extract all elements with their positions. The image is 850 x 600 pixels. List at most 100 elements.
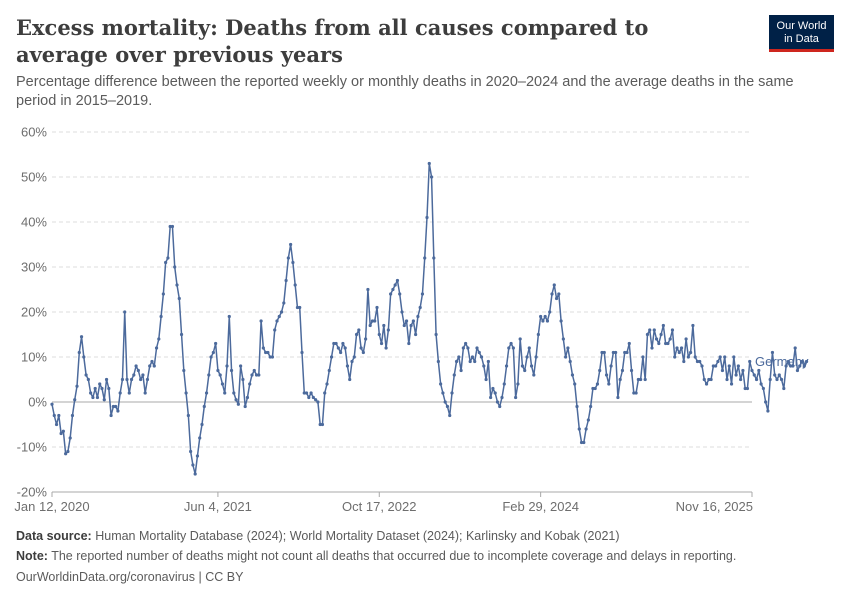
data-point xyxy=(534,355,538,359)
data-point xyxy=(793,346,797,350)
data-point xyxy=(761,386,765,391)
data-point xyxy=(375,305,379,310)
data-point xyxy=(359,346,363,350)
data-point xyxy=(425,215,429,220)
data-point xyxy=(759,382,763,386)
data-point xyxy=(507,346,511,350)
data-point xyxy=(509,341,513,346)
data-point xyxy=(652,328,656,332)
data-point xyxy=(629,368,634,373)
data-point xyxy=(673,355,677,359)
data-point xyxy=(373,319,377,323)
data-point xyxy=(693,355,697,359)
data-point xyxy=(154,346,159,350)
data-point xyxy=(520,364,525,368)
data-point xyxy=(609,364,613,368)
data-point xyxy=(725,377,729,382)
data-point xyxy=(139,377,143,382)
data-point xyxy=(491,386,495,391)
data-point xyxy=(795,368,800,373)
data-point xyxy=(204,391,209,395)
data-point xyxy=(798,364,802,368)
data-point xyxy=(679,346,684,350)
x-tick-label: Oct 17, 2022 xyxy=(342,499,416,514)
logo-line-1: Our World xyxy=(776,20,827,32)
data-point xyxy=(52,413,56,418)
data-point xyxy=(589,404,593,409)
data-point xyxy=(800,359,804,364)
data-point xyxy=(423,256,427,260)
data-point xyxy=(411,319,415,323)
data-point xyxy=(116,409,120,413)
data-point xyxy=(566,346,570,350)
data-point xyxy=(643,377,647,382)
data-point xyxy=(611,350,615,355)
data-point xyxy=(177,296,181,301)
data-point xyxy=(641,355,645,359)
data-point xyxy=(625,350,629,355)
data-point xyxy=(466,346,470,350)
data-point xyxy=(429,175,434,179)
data-point xyxy=(400,310,404,314)
data-point xyxy=(77,350,81,355)
data-point xyxy=(286,256,290,260)
data-point xyxy=(368,323,372,328)
data-point xyxy=(495,400,500,404)
owid-logo[interactable]: Our World in Data xyxy=(769,15,834,52)
data-point xyxy=(234,398,238,402)
data-point xyxy=(686,355,690,359)
data-point xyxy=(450,391,454,395)
data-point xyxy=(723,355,727,359)
data-point xyxy=(482,364,486,368)
data-point xyxy=(179,332,184,337)
data-point xyxy=(532,373,536,377)
data-point xyxy=(616,395,620,400)
data-point xyxy=(777,373,781,377)
data-point xyxy=(150,359,154,364)
data-point xyxy=(320,422,325,427)
data-point xyxy=(86,377,90,382)
data-point xyxy=(148,364,152,368)
data-point xyxy=(743,386,747,391)
data-point xyxy=(768,377,772,382)
data-point xyxy=(311,395,315,400)
data-point xyxy=(198,436,202,440)
data-point xyxy=(766,409,770,413)
data-point xyxy=(279,310,284,314)
data-point xyxy=(289,242,293,247)
data-point xyxy=(614,350,618,355)
data-point xyxy=(104,377,109,382)
data-point xyxy=(554,296,559,301)
data-source-text[interactable]: Human Mortality Database (2024); World M… xyxy=(95,529,620,543)
data-point xyxy=(300,350,304,355)
data-point xyxy=(386,328,390,332)
data-point xyxy=(636,377,640,382)
data-point xyxy=(493,391,497,395)
data-point xyxy=(214,341,218,346)
data-point xyxy=(627,341,631,346)
data-point xyxy=(632,391,636,395)
data-point xyxy=(720,368,725,373)
data-point xyxy=(393,283,397,287)
data-point xyxy=(443,400,447,404)
data-point xyxy=(468,359,472,364)
y-tick-label: 20% xyxy=(21,305,47,320)
data-point xyxy=(454,359,459,364)
data-point xyxy=(129,377,134,382)
data-point xyxy=(739,377,743,382)
data-point xyxy=(159,314,163,319)
data-point xyxy=(111,404,115,409)
data-point xyxy=(70,413,75,418)
data-point xyxy=(336,346,340,350)
data-point xyxy=(639,377,643,382)
data-point xyxy=(718,355,722,359)
data-point xyxy=(741,368,745,373)
data-point xyxy=(682,359,686,364)
credit-link[interactable]: OurWorldinData.org/coronavirus | CC BY xyxy=(16,570,244,584)
data-point xyxy=(707,377,711,382)
data-point xyxy=(618,377,622,382)
y-tick-label: 10% xyxy=(21,350,47,365)
series-line-germany xyxy=(51,162,808,475)
data-point xyxy=(445,404,450,409)
data-point xyxy=(595,382,600,386)
